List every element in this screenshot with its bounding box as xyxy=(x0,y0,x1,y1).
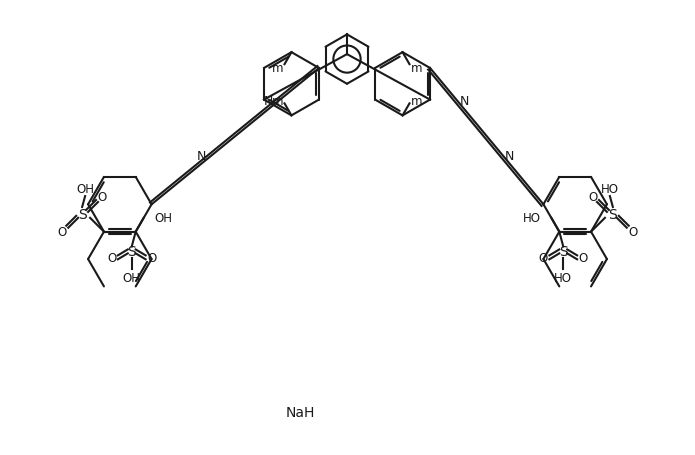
Text: m: m xyxy=(411,61,422,75)
Text: S: S xyxy=(559,245,568,259)
Text: S: S xyxy=(127,245,136,259)
Text: HO: HO xyxy=(523,212,541,225)
Text: O: O xyxy=(147,251,156,264)
Text: O: O xyxy=(628,226,637,238)
Text: m: m xyxy=(272,95,284,108)
Text: N: N xyxy=(505,150,514,162)
Text: O: O xyxy=(97,190,106,203)
Text: OH: OH xyxy=(76,182,94,195)
Text: NaH: NaH xyxy=(286,405,315,419)
Text: m: m xyxy=(272,61,284,75)
Text: O: O xyxy=(589,190,598,203)
Text: OH: OH xyxy=(154,212,172,225)
Text: O: O xyxy=(539,251,548,264)
Text: m: m xyxy=(411,95,422,108)
Text: HO: HO xyxy=(601,182,619,195)
Text: OH: OH xyxy=(123,271,141,284)
Text: S: S xyxy=(78,207,86,222)
Text: N: N xyxy=(197,150,206,162)
Text: S: S xyxy=(609,207,617,222)
Text: N: N xyxy=(264,95,273,108)
Text: O: O xyxy=(578,251,588,264)
Text: O: O xyxy=(58,226,67,238)
Text: HO: HO xyxy=(554,271,572,284)
Text: O: O xyxy=(107,251,117,264)
Text: N: N xyxy=(459,95,468,108)
